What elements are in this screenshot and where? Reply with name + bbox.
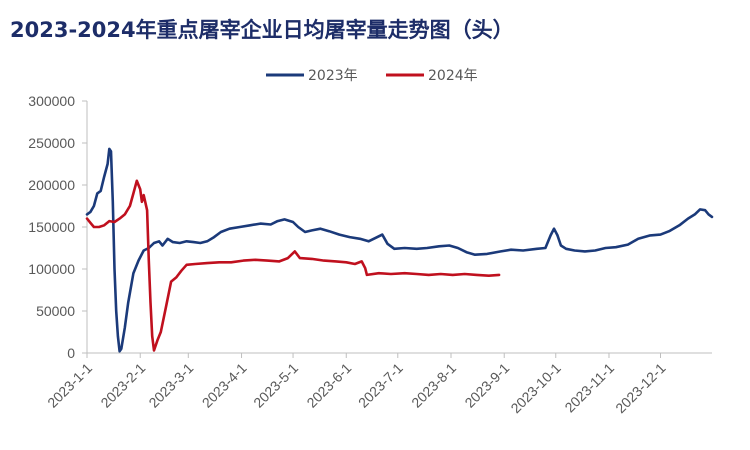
- legend-label-1: 2023年: [308, 68, 358, 84]
- legend-label-2: 2024年: [428, 68, 478, 84]
- y-tick-label: 100000: [28, 261, 75, 277]
- y-tick-label: 0: [67, 345, 75, 361]
- x-tick-label: 2023-3-1: [145, 360, 196, 411]
- x-tick-label: 2023-12-1: [612, 360, 669, 417]
- legend: 2023年 2024年: [266, 68, 478, 84]
- x-tick-label: 2023-10-1: [507, 360, 564, 417]
- x-tick-label: 2023-8-1: [408, 360, 459, 411]
- chart-title: 2023-2024年重点屠宰企业日均屠宰量走势图（头）: [10, 18, 514, 42]
- series-line-2: [85, 179, 501, 352]
- x-tick-label: 2023-4-1: [199, 360, 250, 411]
- x-tick-label: 2023-9-1: [461, 360, 512, 411]
- axes: [86, 101, 712, 354]
- y-axis-ticks: 0 50000 100000 150000 200000 250000 300000: [28, 93, 87, 361]
- x-tick-label: 2023-2-1: [97, 360, 148, 411]
- x-tick-label: 2023-6-1: [303, 360, 354, 411]
- y-tick-label: 300000: [28, 93, 75, 109]
- x-tick-label: 2023-11-1: [561, 360, 617, 416]
- series-lines: [85, 147, 714, 353]
- y-tick-label: 250000: [28, 135, 75, 151]
- y-tick-label: 50000: [36, 303, 75, 319]
- y-tick-label: 200000: [28, 177, 75, 193]
- x-tick-label: 2023-7-1: [355, 360, 406, 411]
- series-line-1: [85, 147, 714, 353]
- x-tick-label: 2023-5-1: [250, 360, 301, 411]
- y-tick-label: 150000: [28, 219, 75, 235]
- x-tick-label: 2023-1-1: [44, 360, 95, 411]
